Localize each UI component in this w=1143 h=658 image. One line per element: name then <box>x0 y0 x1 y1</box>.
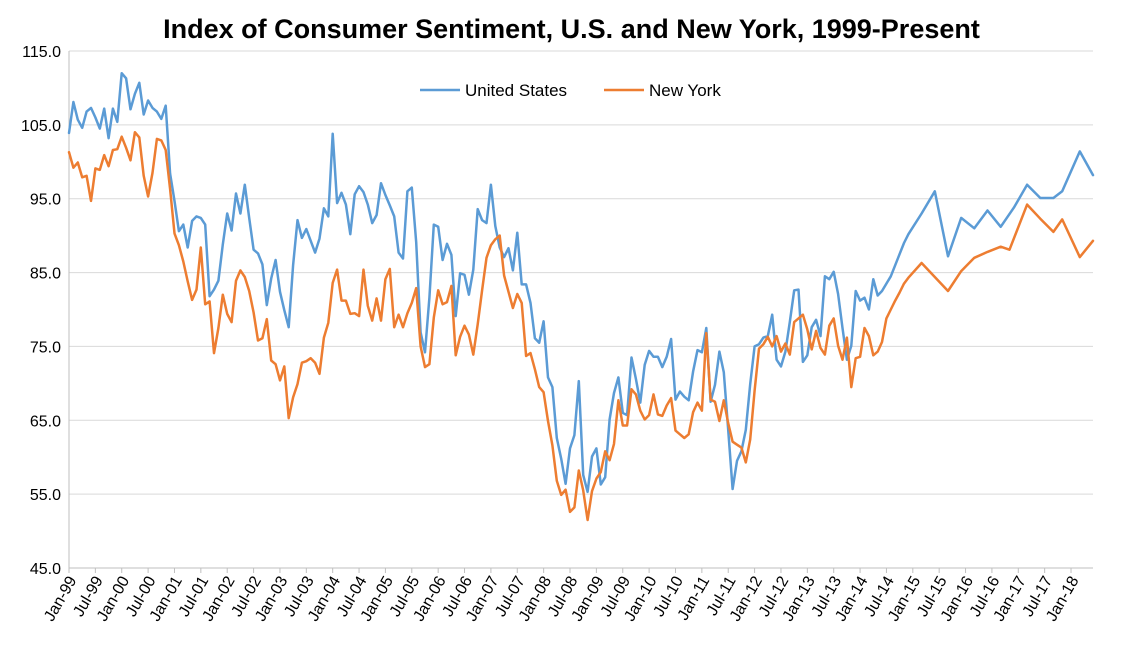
legend-label: New York <box>649 81 721 100</box>
chart-title: Index of Consumer Sentiment, U.S. and Ne… <box>163 14 980 44</box>
series-line-new-york <box>67 130 1095 522</box>
y-tick-label: 45.0 <box>30 561 61 578</box>
legend: United States New York <box>420 81 721 100</box>
y-tick-label: 85.0 <box>30 266 61 283</box>
y-tick-label: 65.0 <box>30 413 61 430</box>
legend-label: United States <box>465 81 567 100</box>
series-lines <box>67 71 1095 522</box>
y-tick-label: 75.0 <box>30 339 61 356</box>
y-tick-label: 115.0 <box>22 44 61 61</box>
series-line-united-states <box>67 71 1095 494</box>
x-tick-label: Jan-99 <box>41 573 80 624</box>
y-tick-label: 95.0 <box>30 192 61 209</box>
y-tick-label: 55.0 <box>30 487 61 504</box>
y-tick-label: 105.0 <box>21 118 61 135</box>
axes: 45.0 55.0 65.0 75.0 85.0 95.0 105.0 115.0 Jan-99… <box>21 44 1093 624</box>
gridlines <box>69 50 1093 569</box>
